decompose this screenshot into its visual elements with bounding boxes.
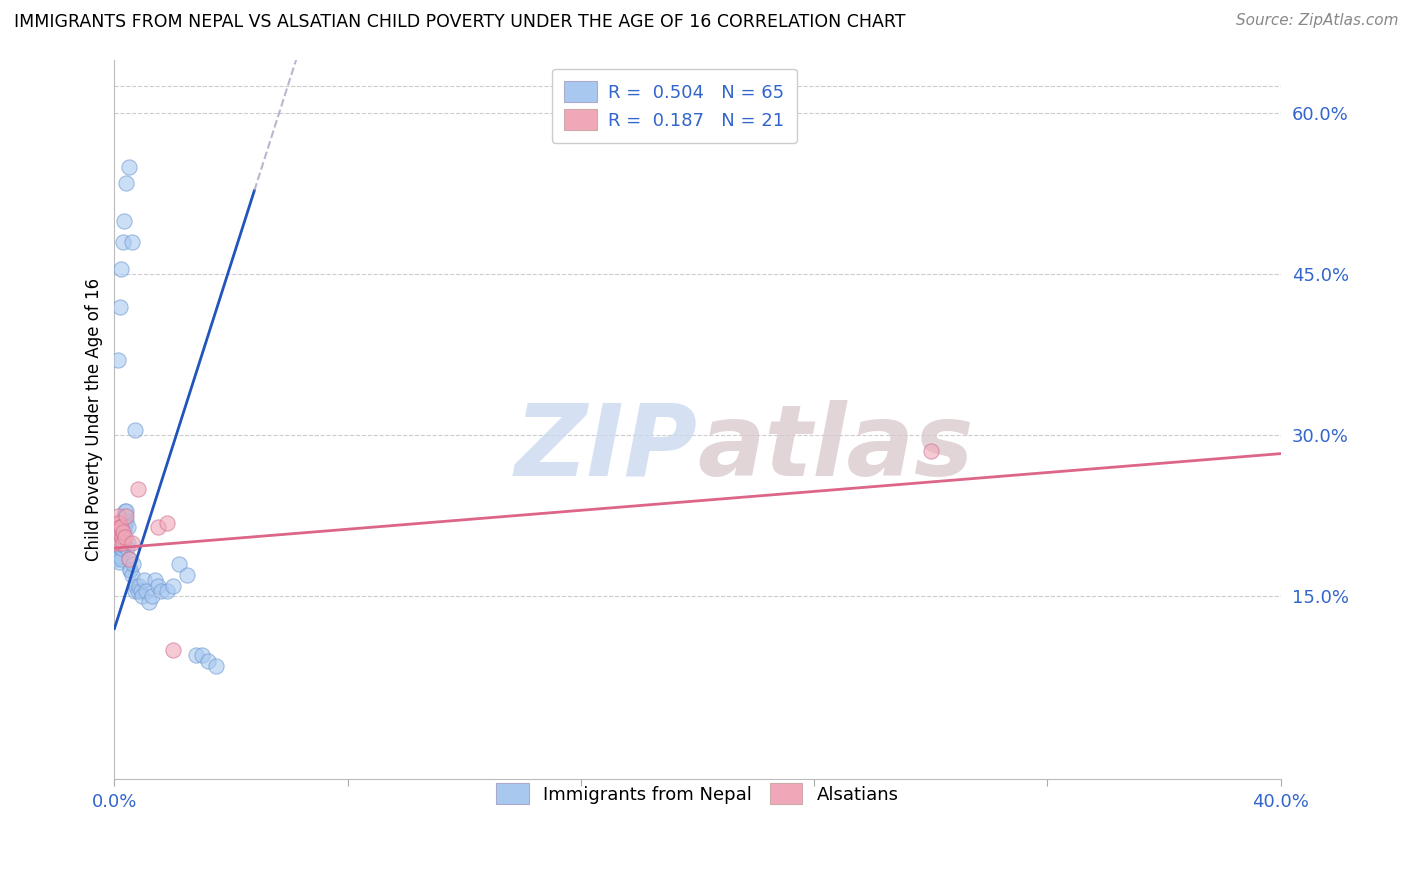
Point <box>115 508 138 523</box>
Point <box>108 541 131 555</box>
Point <box>121 235 143 249</box>
Point <box>105 530 128 544</box>
Legend: Immigrants from Nepal, Alsatians: Immigrants from Nepal, Alsatians <box>484 771 911 817</box>
Point <box>176 568 198 582</box>
Point <box>121 568 143 582</box>
Point <box>110 541 132 555</box>
Point <box>110 552 132 566</box>
Point <box>115 514 138 528</box>
Point <box>104 541 127 555</box>
Point <box>127 482 149 496</box>
Point <box>112 530 135 544</box>
Text: ZIP: ZIP <box>515 400 697 497</box>
Point <box>117 519 139 533</box>
Point <box>141 590 163 604</box>
Point <box>112 508 135 523</box>
Point <box>150 584 173 599</box>
Point <box>108 535 131 549</box>
Point <box>111 541 134 555</box>
Point <box>920 444 942 458</box>
Point <box>156 516 179 531</box>
Point <box>105 524 128 539</box>
Point <box>107 508 129 523</box>
Point <box>124 584 146 599</box>
Point <box>110 535 132 549</box>
Point <box>111 524 134 539</box>
Point <box>131 590 153 604</box>
Point <box>110 262 132 277</box>
Point <box>125 579 148 593</box>
Point <box>104 516 127 531</box>
Point <box>105 519 128 533</box>
Point <box>112 519 135 533</box>
Point <box>205 659 228 673</box>
Point <box>115 503 138 517</box>
Point <box>167 558 190 572</box>
Point <box>114 508 136 523</box>
Point <box>115 176 138 190</box>
Point <box>105 541 128 555</box>
Point <box>114 519 136 533</box>
Point <box>135 584 157 599</box>
Point <box>111 530 134 544</box>
Point <box>127 584 149 599</box>
Point <box>128 579 150 593</box>
Point <box>111 538 134 552</box>
Text: IMMIGRANTS FROM NEPAL VS ALSATIAN CHILD POVERTY UNDER THE AGE OF 16 CORRELATION : IMMIGRANTS FROM NEPAL VS ALSATIAN CHILD … <box>14 13 905 31</box>
Point <box>104 535 127 549</box>
Point <box>110 549 132 563</box>
Point <box>143 574 166 588</box>
Point <box>114 530 136 544</box>
Point <box>162 579 184 593</box>
Point <box>117 535 139 549</box>
Point <box>111 535 134 549</box>
Point <box>108 300 131 314</box>
Point <box>115 541 138 555</box>
Point <box>112 514 135 528</box>
Point <box>162 643 184 657</box>
Point <box>118 160 141 174</box>
Point <box>111 235 134 249</box>
Text: Source: ZipAtlas.com: Source: ZipAtlas.com <box>1236 13 1399 29</box>
Point <box>112 213 135 227</box>
Point <box>129 584 152 599</box>
Point <box>132 574 155 588</box>
Point <box>107 555 129 569</box>
Point <box>107 546 129 560</box>
Text: atlas: atlas <box>697 400 974 497</box>
Point <box>184 648 207 663</box>
Point <box>118 552 141 566</box>
Point <box>122 558 145 572</box>
Point <box>107 538 129 552</box>
Point <box>191 648 214 663</box>
Y-axis label: Child Poverty Under the Age of 16: Child Poverty Under the Age of 16 <box>86 277 103 561</box>
Point <box>107 535 129 549</box>
Point <box>110 519 132 533</box>
Point <box>146 519 169 533</box>
Point <box>197 654 219 668</box>
Point <box>105 552 128 566</box>
Point <box>110 519 132 533</box>
Point <box>111 535 134 549</box>
Point <box>118 552 141 566</box>
Point <box>121 535 143 549</box>
Point <box>120 563 142 577</box>
Point <box>107 516 129 531</box>
Point <box>124 423 146 437</box>
Point <box>156 584 179 599</box>
Point <box>118 563 141 577</box>
Point <box>146 579 169 593</box>
Point <box>114 503 136 517</box>
Point <box>112 524 135 539</box>
Point <box>107 353 129 368</box>
Point <box>138 595 160 609</box>
Point <box>107 544 129 558</box>
